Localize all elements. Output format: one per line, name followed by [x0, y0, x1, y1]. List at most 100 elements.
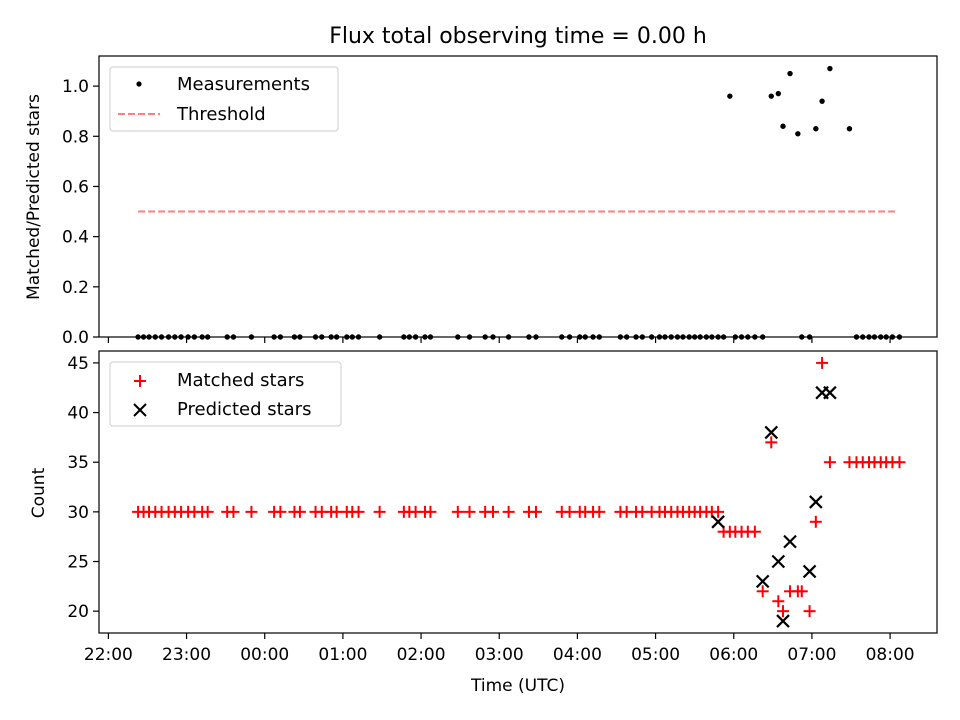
- matched-star-point: [765, 436, 778, 449]
- predicted-star-point: [823, 385, 837, 400]
- matched-star-point: [201, 505, 214, 518]
- matched-star-point: [245, 505, 258, 518]
- predicted-star-point: [783, 534, 797, 549]
- matched-star-point: [451, 505, 464, 518]
- legend-measurements-marker: [136, 81, 142, 87]
- matched-star-point: [293, 505, 306, 518]
- matched-star-point: [227, 505, 240, 518]
- bottom-y-tick-label: 20: [67, 602, 89, 622]
- bottom-plot-frame: [98, 350, 938, 634]
- predicted-star-point: [776, 614, 790, 628]
- bottom-y-tick-label: 25: [67, 553, 89, 573]
- matched-star-point: [373, 505, 386, 518]
- x-tick-label: 22:00: [84, 645, 133, 665]
- predicted-star-stroke: [809, 495, 823, 509]
- measurement-point: [768, 93, 774, 99]
- matched-star-point: [593, 505, 606, 518]
- bottom-legend-box: [109, 361, 342, 427]
- bottom-y-tick-label: 35: [67, 453, 89, 473]
- legend-predicted-label: Predicted stars: [177, 399, 311, 420]
- measurement-point: [727, 93, 733, 99]
- matched-star-point: [893, 456, 906, 469]
- top-ticks: 0.0 0.2 0.4 0.6 0.8 1.0: [62, 77, 891, 348]
- predicted-star-stroke: [776, 614, 790, 628]
- predicted-star-point: [764, 425, 779, 440]
- matched-star-point: [502, 505, 515, 518]
- bottom-y-tick-label: 30: [67, 503, 89, 523]
- matched-star-point: [777, 605, 790, 618]
- top-legend-box: [109, 66, 339, 132]
- x-tick-label: 01:00: [318, 645, 367, 665]
- matched-star-point: [816, 356, 829, 369]
- top-y-tick-label: 0.4: [62, 228, 89, 248]
- measurement-point: [787, 70, 793, 77]
- top-chart-title: Flux total observing time = 0.00 h: [329, 24, 707, 49]
- predicted-star-stroke: [802, 564, 817, 579]
- predicted-star-stroke: [783, 534, 797, 549]
- measurement-point: [813, 126, 819, 132]
- bottom-y-tick-label: 45: [67, 354, 89, 374]
- matched-star-point: [748, 525, 761, 538]
- x-tick-label: 23:00: [162, 645, 211, 665]
- measurement-point: [780, 123, 786, 129]
- x-tick-label: 02:00: [397, 645, 446, 665]
- matched-star-point: [486, 505, 499, 518]
- top-y-tick-label: 0.6: [62, 177, 89, 197]
- x-tick-label: 07:00: [787, 645, 836, 665]
- bottom-y-tick-label: 40: [67, 404, 89, 424]
- measurement-point: [775, 90, 782, 97]
- x-tick-label: 06:00: [709, 645, 758, 665]
- bottom-panel: 20 25 30 35 40 45 22:00 23:00 00:00 01:00 02:00 03:…: [29, 350, 938, 696]
- matched-star-point: [803, 605, 816, 618]
- bottom-y-axis-label: Count: [29, 467, 49, 518]
- bottom-ticks: 20 25 30 35 40 45 22:00 23:00 00:00 01:00 02:00 03:…: [67, 354, 914, 665]
- predicted-star-point: [771, 554, 786, 569]
- predicted-star-stroke: [771, 554, 786, 569]
- top-panel: 0.0 0.2 0.4 0.6 0.8 1.0 Matched/Predicted sta…: [24, 55, 938, 348]
- predicted-star-point: [711, 515, 725, 529]
- top-y-tick-label: 1.0: [62, 77, 89, 97]
- matched-star-point: [352, 505, 365, 518]
- top-y-tick-label: 0.2: [62, 278, 89, 298]
- matched-star-point: [809, 515, 822, 528]
- matched-star-point: [563, 505, 576, 518]
- matched-star-point: [424, 505, 437, 518]
- predicted-star-point: [755, 574, 770, 589]
- top-legend: Measurements Threshold: [109, 66, 339, 132]
- measurement-point: [827, 65, 833, 72]
- legend-threshold-label: Threshold: [176, 104, 266, 125]
- matched-star-point: [795, 585, 808, 598]
- predicted-star-stroke: [823, 385, 837, 400]
- x-tick-label: 00:00: [240, 645, 289, 665]
- x-tick-label: 05:00: [631, 645, 680, 665]
- legend-matched-marker: [134, 375, 146, 387]
- predicted-star-stroke: [764, 425, 779, 440]
- top-plot-frame: [98, 55, 938, 338]
- predicted-star-point: [802, 564, 817, 579]
- matched-star-point: [823, 456, 836, 469]
- predicted-star-stroke: [755, 574, 770, 589]
- x-axis-label: Time (UTC): [470, 676, 565, 696]
- x-tick-label: 08:00: [866, 645, 915, 665]
- measurement-point: [819, 98, 825, 104]
- legend-matched-label: Matched stars: [177, 370, 304, 391]
- matched-star-point: [712, 505, 725, 518]
- matched-star-point: [756, 585, 769, 598]
- predicted-star-stroke: [711, 515, 725, 529]
- count-points: [132, 356, 906, 628]
- predicted-star-point: [809, 495, 823, 509]
- legend-predicted-marker: [133, 403, 147, 417]
- x-tick-label: 04:00: [553, 645, 602, 665]
- matched-star-point: [529, 505, 542, 518]
- matched-star-point: [330, 505, 343, 518]
- measurement-point: [795, 131, 801, 137]
- legend-measurements-label: Measurements: [177, 74, 310, 95]
- measurement-point: [846, 126, 853, 132]
- bottom-legend: Matched stars Predicted stars: [109, 361, 342, 427]
- top-y-tick-label: 0.8: [62, 127, 89, 147]
- matched-star-point: [274, 505, 287, 518]
- x-tick-label: 03:00: [475, 645, 524, 665]
- matched-star-point: [463, 505, 476, 518]
- top-y-axis-label: Matched/Predicted stars: [24, 94, 44, 300]
- matched-star-point: [772, 595, 785, 608]
